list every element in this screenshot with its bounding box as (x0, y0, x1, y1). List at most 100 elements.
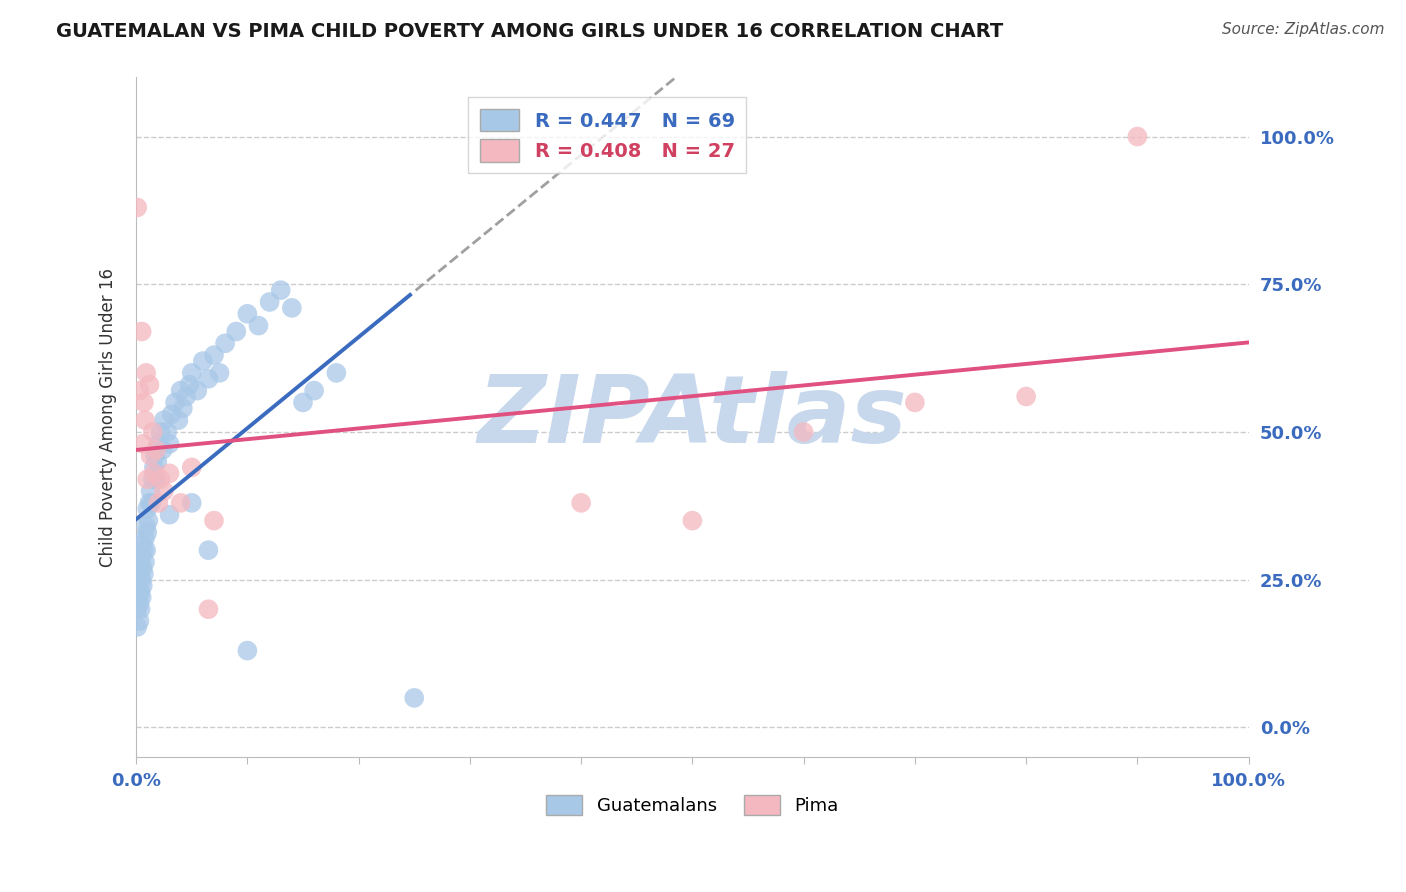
Point (127, 591, 149, 605)
Text: Source: ZipAtlas.com: Source: ZipAtlas.com (1222, 22, 1385, 37)
Point (136, 501, 159, 516)
Point (202, 348, 225, 362)
Point (1126, 129, 1149, 144)
Point (681, 514, 703, 528)
Point (149, 425, 172, 439)
Point (186, 384, 208, 398)
Y-axis label: Child Poverty Among Girls Under 16: Child Poverty Among Girls Under 16 (100, 268, 117, 566)
Point (129, 584, 152, 599)
Point (134, 413, 156, 427)
Point (131, 591, 153, 605)
Point (167, 413, 190, 427)
Point (142, 460, 165, 475)
Point (569, 496, 592, 510)
Point (141, 496, 163, 510)
Point (259, 295, 281, 310)
Point (134, 532, 156, 546)
Point (127, 602, 149, 616)
Point (404, 690, 426, 705)
Point (291, 395, 314, 409)
Legend: Guatemalans, Pima: Guatemalans, Pima (538, 788, 846, 822)
Point (325, 366, 347, 380)
Point (131, 325, 153, 339)
Point (148, 496, 170, 510)
Point (904, 395, 927, 409)
Point (132, 395, 155, 409)
Point (236, 643, 259, 657)
Point (139, 449, 162, 463)
Point (136, 472, 159, 486)
Point (160, 407, 183, 421)
Point (159, 467, 181, 481)
Point (159, 437, 181, 451)
Point (128, 384, 150, 398)
Point (132, 537, 155, 551)
Point (127, 579, 149, 593)
Point (128, 596, 150, 610)
Point (172, 401, 194, 416)
Point (302, 384, 325, 398)
Text: ZIPAtlas: ZIPAtlas (478, 371, 907, 463)
Point (153, 413, 176, 427)
Point (132, 566, 155, 581)
Point (128, 614, 150, 628)
Point (208, 366, 231, 380)
Text: GUATEMALAN VS PIMA CHILD POVERTY AMONG GIRLS UNDER 16 CORRELATION CHART: GUATEMALAN VS PIMA CHILD POVERTY AMONG G… (56, 22, 1004, 41)
Point (247, 318, 270, 333)
Point (145, 442, 167, 457)
Point (1015, 390, 1038, 404)
Point (127, 566, 149, 581)
Point (135, 366, 157, 380)
Point (169, 496, 191, 510)
Point (127, 201, 149, 215)
Point (149, 472, 172, 486)
Point (131, 549, 153, 563)
Point (132, 579, 155, 593)
Point (143, 449, 166, 463)
Point (129, 602, 152, 616)
Point (169, 384, 191, 398)
Point (145, 472, 167, 486)
Point (129, 561, 152, 575)
Point (132, 437, 155, 451)
Point (153, 484, 176, 499)
Point (146, 454, 169, 468)
Point (128, 573, 150, 587)
Point (793, 425, 815, 439)
Point (214, 336, 236, 351)
Point (142, 472, 165, 486)
Point (131, 573, 153, 587)
Point (138, 514, 160, 528)
Point (132, 543, 155, 558)
Point (139, 484, 162, 499)
Point (197, 372, 219, 386)
Point (197, 602, 219, 616)
Point (281, 301, 304, 315)
Point (236, 307, 259, 321)
Point (180, 460, 202, 475)
Point (174, 390, 197, 404)
Point (180, 366, 202, 380)
Point (136, 525, 159, 540)
Point (197, 543, 219, 558)
Point (202, 514, 225, 528)
Point (270, 283, 292, 297)
Point (142, 467, 165, 481)
Point (138, 496, 160, 510)
Point (134, 555, 156, 569)
Point (138, 377, 160, 392)
Point (156, 425, 179, 439)
Point (135, 519, 157, 533)
Point (152, 442, 174, 457)
Point (135, 543, 157, 558)
Point (148, 437, 170, 451)
Point (132, 561, 155, 575)
Point (142, 425, 165, 439)
Point (159, 508, 181, 522)
Point (128, 584, 150, 599)
Point (165, 395, 187, 409)
Point (127, 620, 149, 634)
Point (180, 496, 202, 510)
Point (225, 325, 247, 339)
Point (191, 354, 214, 368)
